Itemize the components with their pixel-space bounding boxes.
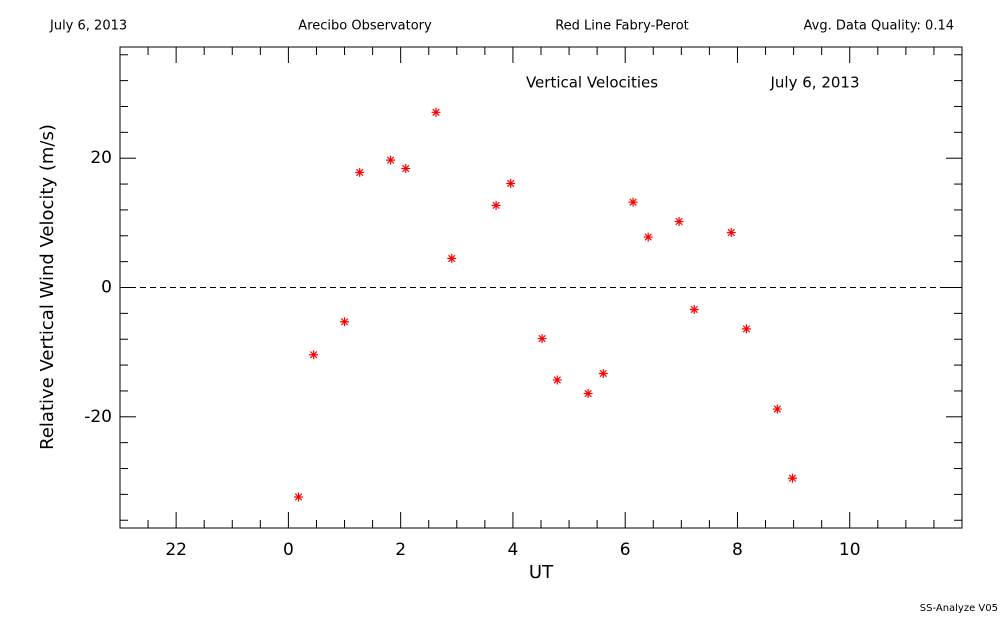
header-date: July 6, 2013	[49, 19, 127, 34]
y-tick-label: 20	[90, 148, 112, 168]
point	[689, 304, 699, 314]
point	[552, 375, 562, 385]
header-instrument: Red Line Fabry-Perot	[555, 19, 689, 34]
point	[674, 217, 684, 227]
point	[537, 334, 547, 344]
x-tick-label: 6	[620, 540, 631, 560]
point	[643, 232, 653, 242]
header-site: Arecibo Observatory	[298, 19, 432, 34]
point	[598, 368, 608, 378]
x-tick-label: 8	[732, 540, 743, 560]
point	[401, 164, 411, 174]
point	[491, 200, 501, 210]
point	[431, 107, 441, 117]
point	[506, 178, 516, 188]
point	[787, 473, 797, 483]
x-axis-title: UT	[529, 562, 554, 583]
point	[447, 253, 457, 263]
annotation: July 6, 2013	[770, 74, 860, 92]
point	[386, 155, 396, 165]
footer: SS-Analyze V05	[920, 603, 998, 614]
point	[726, 228, 736, 238]
point	[355, 167, 365, 177]
point	[309, 350, 319, 360]
header-quality: Avg. Data Quality: 0.14	[804, 19, 954, 34]
x-tick-label: 2	[395, 540, 406, 560]
point	[294, 492, 304, 502]
x-tick-label: 0	[283, 540, 294, 560]
y-tick-label: -20	[84, 407, 112, 427]
point	[628, 197, 638, 207]
y-tick-label: 0	[101, 278, 112, 298]
x-tick-label: 10	[839, 540, 861, 560]
point	[340, 317, 350, 327]
y-axis-title: Relative Vertical Wind Velocity (m/s)	[37, 124, 58, 450]
point	[583, 389, 593, 399]
x-tick-label: 22	[165, 540, 187, 560]
point	[772, 404, 782, 414]
annotation: Vertical Velocities	[526, 74, 658, 92]
x-tick-label: 4	[508, 540, 519, 560]
point	[741, 324, 751, 334]
